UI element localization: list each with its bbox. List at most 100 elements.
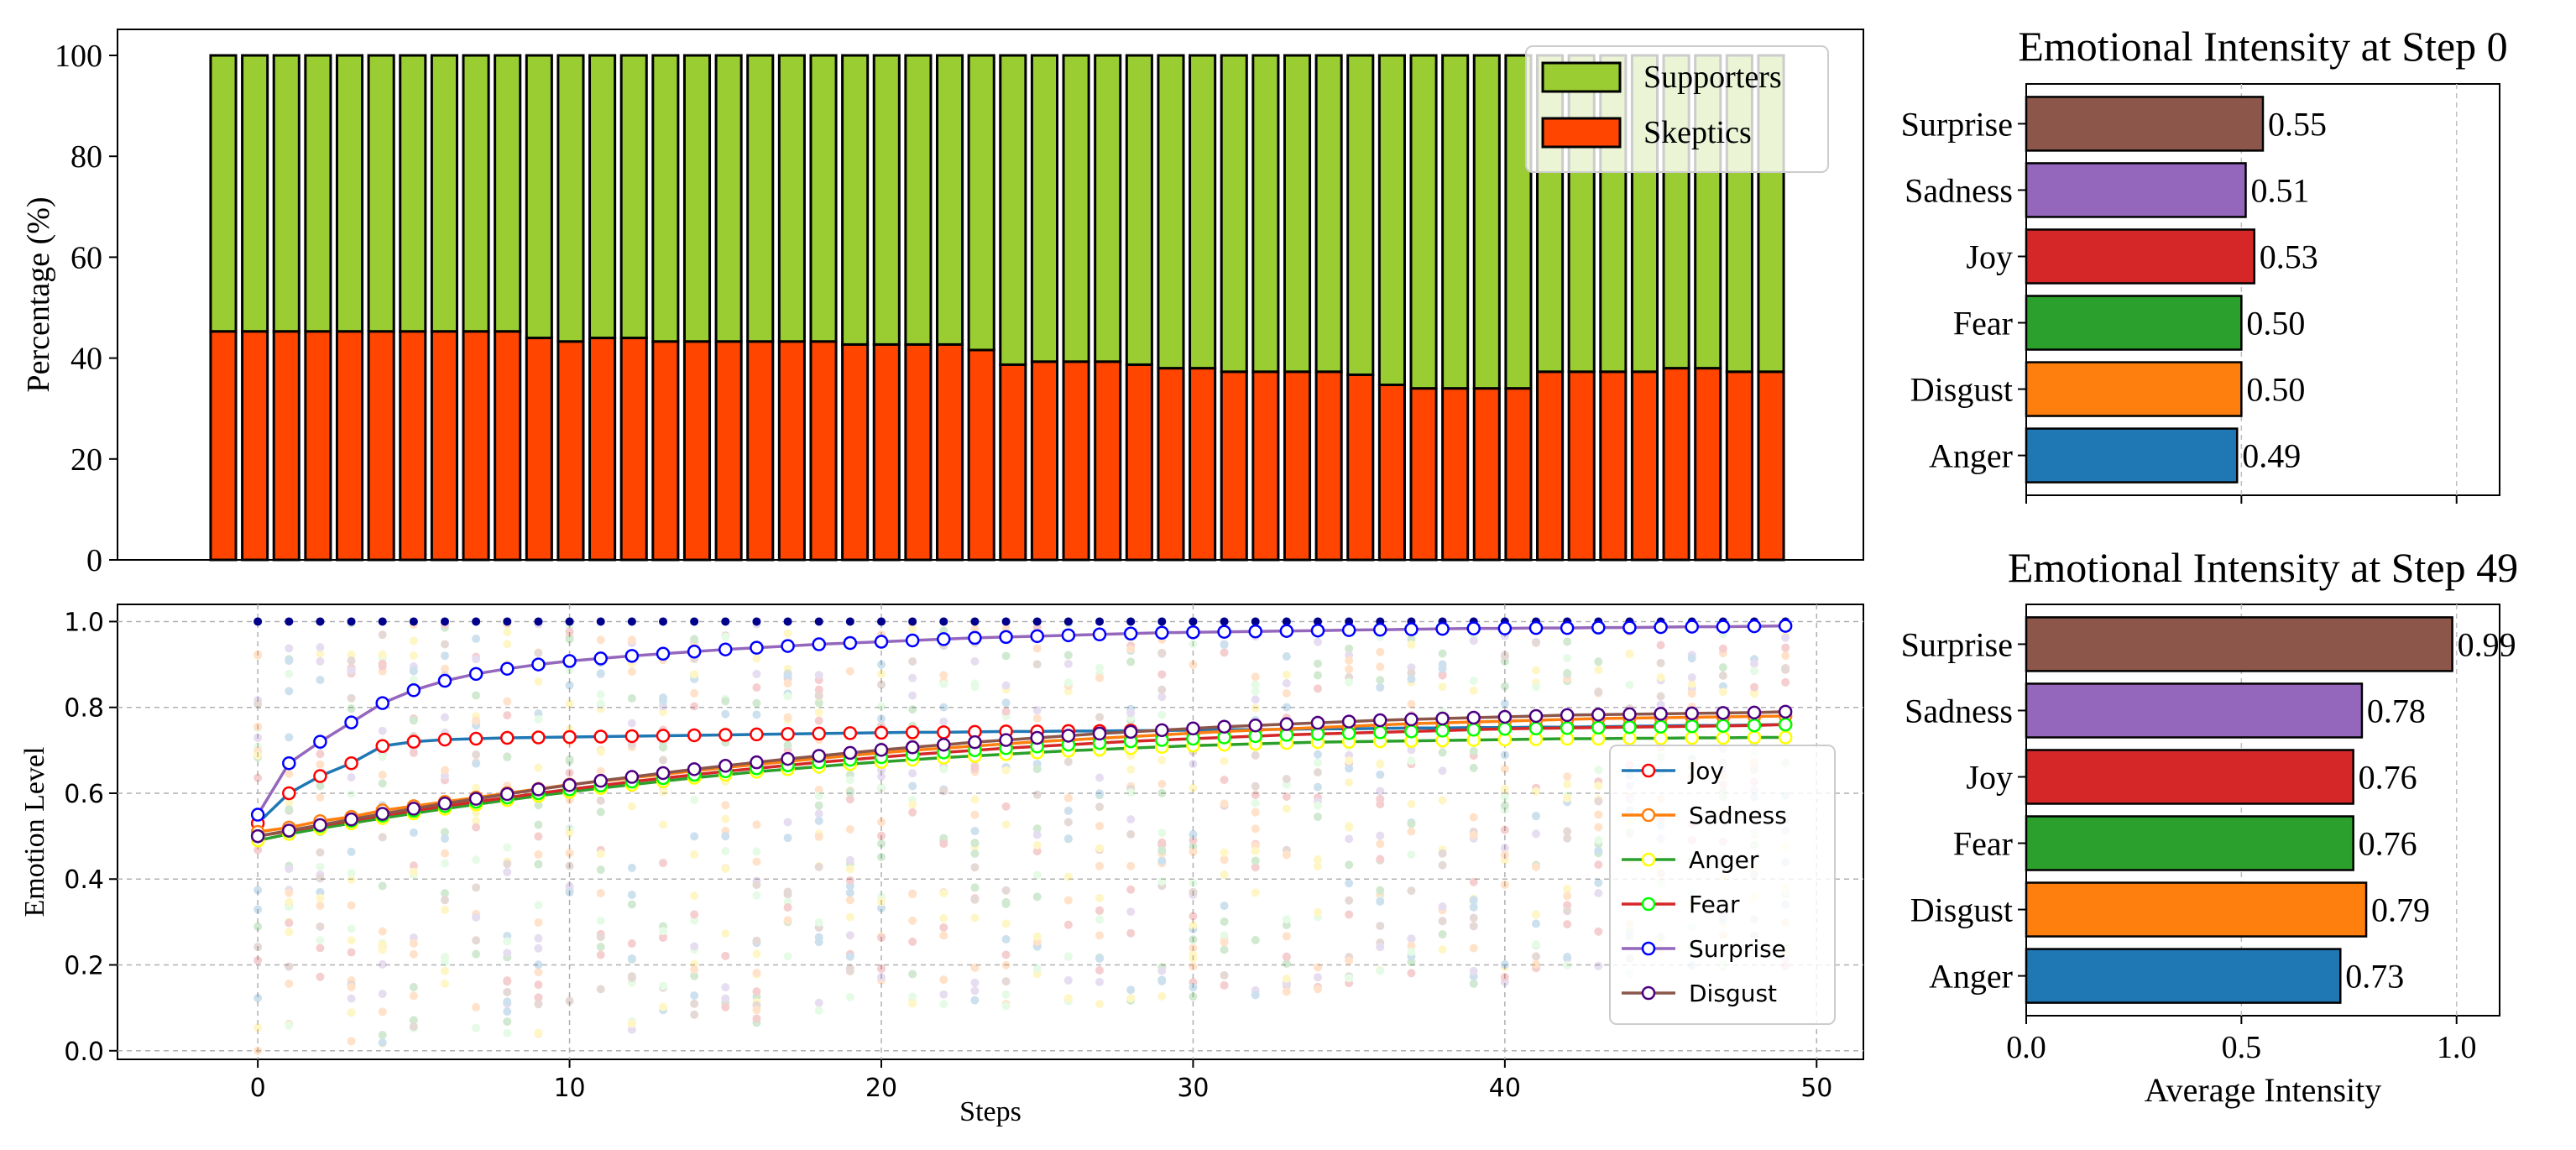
agent-point [1189, 878, 1198, 887]
agent-point [1157, 966, 1167, 975]
agent-point [659, 787, 667, 797]
bar-value-label: 0.50 [2246, 371, 2305, 409]
skeptics-bar [430, 330, 458, 562]
agent-point [1376, 855, 1385, 865]
surprise-point [282, 755, 296, 771]
agent-point [253, 752, 263, 761]
legend: Supporters Skeptics [1525, 45, 1829, 173]
legend-label: Disgust [1689, 980, 1777, 1007]
agent-point [659, 743, 667, 752]
surprise-point [406, 683, 421, 698]
agent-point [1032, 964, 1042, 973]
agent-point [814, 801, 823, 810]
surprise-point [750, 640, 764, 655]
agent-point [347, 704, 356, 714]
agent-point [253, 956, 263, 965]
agent-point [721, 631, 730, 640]
skeptics-bar [1220, 370, 1248, 562]
agent-point [1251, 863, 1260, 872]
agent-point [1407, 952, 1416, 961]
agent-point [1376, 922, 1385, 931]
joy-point [375, 739, 389, 753]
agent-point [1001, 820, 1011, 829]
legend-marker [1641, 941, 1656, 956]
agent-point [1376, 647, 1385, 656]
skeptics-bar [399, 330, 427, 562]
agent-point [503, 860, 512, 869]
fear-point [1373, 725, 1387, 740]
agent-point [1314, 768, 1322, 777]
agent-point [1563, 907, 1572, 916]
agent-point [1532, 678, 1540, 687]
max-point [347, 617, 356, 626]
agent-point [285, 733, 294, 742]
fear-bar [2025, 295, 2243, 351]
agent-point [1095, 822, 1104, 831]
agent-point [1095, 907, 1104, 916]
agent-point [1157, 710, 1167, 719]
surprise-bar [2025, 616, 2453, 672]
agent-point [1594, 878, 1603, 887]
agent-point [1594, 666, 1603, 675]
agent-point [1063, 678, 1073, 687]
fear-point [1622, 719, 1637, 734]
agent-point [814, 671, 823, 680]
supporters-bar [1125, 54, 1153, 366]
agent-point [1251, 781, 1260, 791]
agent-point [253, 651, 263, 660]
agent-point [1407, 827, 1416, 836]
disgust-point [905, 740, 920, 755]
agent-point [1656, 700, 1665, 709]
agent-point [1532, 940, 1540, 949]
agent-point [1469, 966, 1478, 975]
agent-point [409, 861, 418, 870]
agent-point [1063, 757, 1073, 766]
agent-point [752, 987, 761, 996]
agent-point [1594, 687, 1603, 697]
agent-point [1563, 960, 1572, 970]
agent-point [1438, 649, 1447, 658]
agent-point [347, 656, 356, 666]
agent-point [814, 1006, 823, 1015]
agent-point [347, 994, 356, 1003]
agent-point [814, 785, 823, 794]
legend-swatch [1541, 61, 1622, 93]
agent-point [1345, 979, 1354, 988]
agent-point [752, 1001, 761, 1010]
agent-point [752, 857, 761, 866]
agent-point [1095, 791, 1104, 800]
step49-intensity-chart: 0.99 Surprise 0.78 Sadness 0.76 Joy 0.76 Fear 0.… [1901, 544, 2518, 1109]
disgust-point [999, 733, 1013, 747]
surprise-point [812, 637, 826, 651]
agent-point [752, 938, 761, 948]
skeptics-bar [1567, 370, 1596, 562]
agent-point [1189, 935, 1198, 944]
agent-point [1345, 971, 1354, 980]
agent-point [1282, 952, 1291, 961]
agent-point [1376, 943, 1385, 952]
agent-point [1126, 704, 1136, 714]
agent-point [565, 768, 574, 777]
agent-point [752, 992, 761, 1001]
skeptics-bar [1536, 370, 1565, 562]
agent-point [1282, 775, 1291, 784]
fear-point [1560, 721, 1575, 735]
agent-point [939, 839, 948, 849]
skeptics-bar [1441, 387, 1470, 562]
agent-point [690, 910, 699, 919]
agent-point [1314, 793, 1322, 802]
agent-point [877, 853, 886, 862]
fear-point [1716, 719, 1731, 733]
agent-point [783, 629, 792, 638]
skeptics-bar [1630, 370, 1659, 562]
agent-point [939, 671, 948, 680]
agent-point [690, 670, 699, 679]
agent-point [908, 996, 917, 1005]
agent-point [1095, 673, 1104, 682]
agent-point [1532, 910, 1540, 919]
agent-point [970, 795, 980, 804]
agent-point [1563, 791, 1572, 800]
agent-point [503, 843, 512, 852]
agent-point [441, 958, 449, 967]
surprise-point [1622, 620, 1637, 635]
